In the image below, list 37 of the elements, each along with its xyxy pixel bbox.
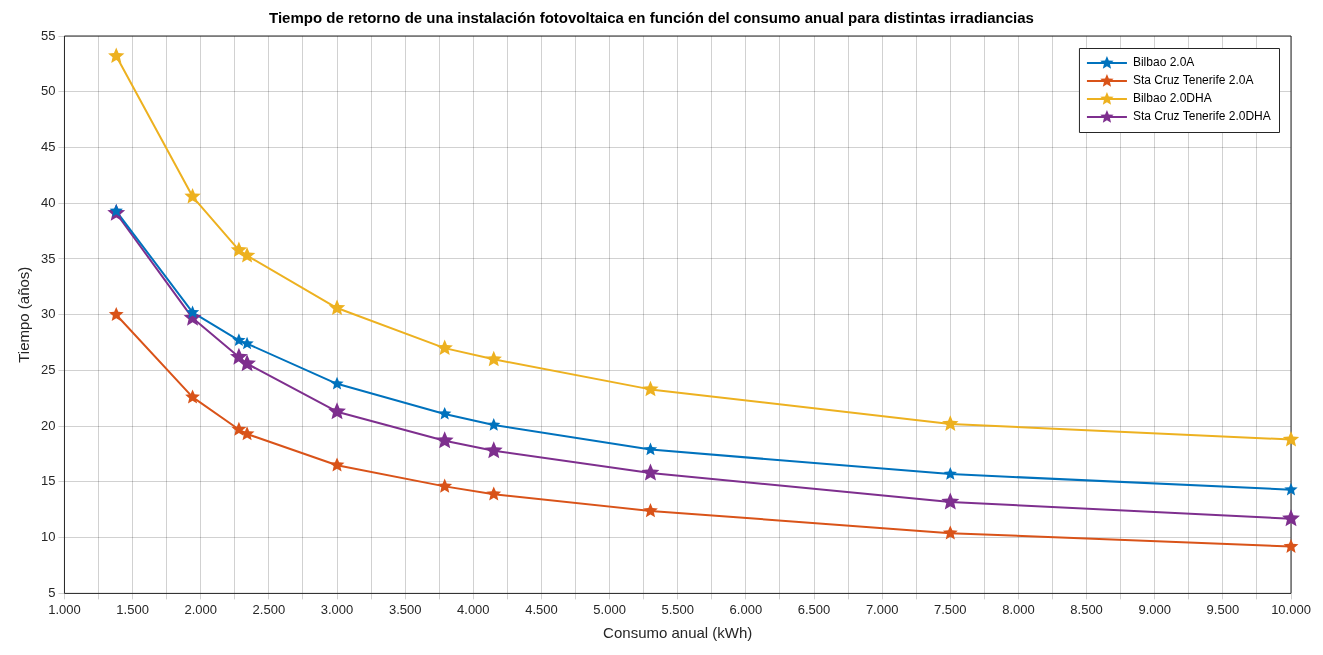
x-tick-label: 3.500 [388, 601, 422, 617]
x-tick-label: 8.500 [1070, 601, 1103, 617]
y-tick-label: 50 [40, 83, 56, 99]
x-tick-label: 9.000 [1138, 601, 1171, 617]
legend-label: Sta Cruz Tenerife 2.0A [1132, 73, 1254, 88]
x-tick-label: 3.000 [320, 601, 354, 617]
legend-label: Bilbao 2.0DHA [1132, 91, 1212, 106]
legend-label: Sta Cruz Tenerife 2.0DHA [1132, 109, 1271, 124]
y-tick-label: 30 [40, 306, 56, 322]
x-axis-title: Consumo anual (kWh) [603, 624, 753, 642]
x-tick-label: 4.000 [457, 601, 490, 617]
y-tick-label: 55 [40, 27, 56, 43]
x-tick-label: 5.000 [593, 601, 626, 617]
x-tick-label: 1.000 [48, 601, 81, 617]
x-tick-label: 7.000 [865, 601, 899, 617]
x-tick-label: 4.500 [525, 601, 558, 617]
y-tick-label: 35 [40, 250, 56, 266]
y-tick-label: 25 [40, 362, 56, 378]
x-tick-label: 5.500 [661, 601, 694, 617]
y-tick-label: 20 [40, 417, 56, 433]
legend-label: Bilbao 2.0A [1132, 55, 1195, 70]
x-tick-label: 10.000 [1271, 601, 1311, 617]
y-axis-title: Tiempo (años) [15, 266, 33, 363]
x-tick-label: 2.000 [184, 601, 218, 617]
x-tick-label: 2.500 [252, 601, 286, 617]
y-tick-label: 10 [40, 529, 56, 545]
chart-title: Tiempo de retorno de una instalación fotovoltaica en función del consumo anual para distintas irradiancias [269, 9, 1034, 27]
x-tick-label: 8.000 [1002, 601, 1035, 617]
x-tick-label: 1.500 [116, 601, 149, 617]
x-tick-label: 6.500 [797, 601, 831, 617]
y-tick-label: 5 [48, 584, 56, 600]
y-tick-label: 15 [40, 473, 56, 489]
x-tick-label: 9.500 [1206, 601, 1240, 617]
y-tick-label: 45 [40, 139, 56, 155]
y-tick-label: 40 [40, 194, 56, 210]
x-tick-label: 7.500 [934, 601, 967, 617]
x-tick-label: 6.000 [729, 601, 763, 617]
